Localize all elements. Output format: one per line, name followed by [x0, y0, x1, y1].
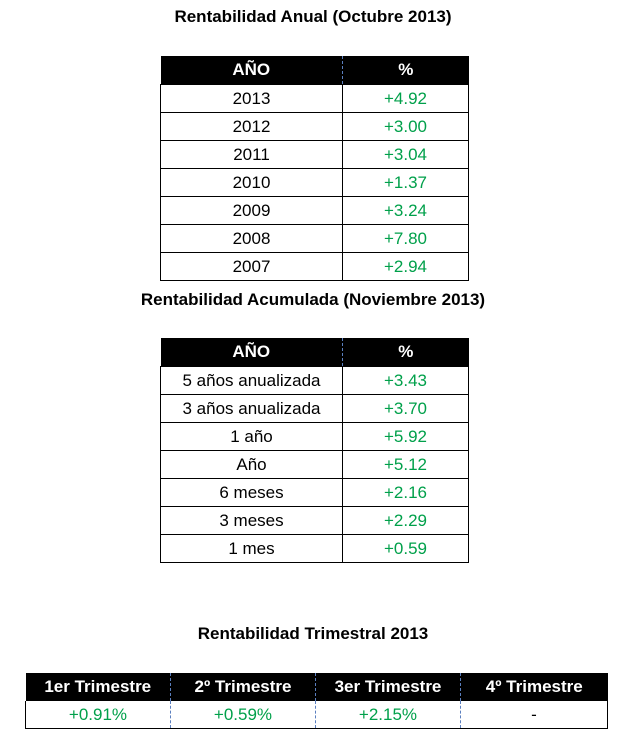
section-title: Rentabilidad Trimestral 2013	[197, 624, 429, 643]
cell: +3.43	[342, 366, 469, 395]
row: 3 meses +2.29	[160, 506, 469, 535]
cell: +5.12	[342, 450, 469, 479]
cell: 2011	[160, 140, 343, 169]
header-cell: 3er Trimestre	[315, 673, 461, 701]
cell: 2012	[160, 112, 343, 141]
cell: 2008	[160, 224, 343, 253]
row: +0.91% +0.59% +2.15% -	[25, 701, 608, 729]
cell: 2010	[160, 168, 343, 197]
cell: 6 meses	[160, 478, 343, 507]
row: 2013 +4.92	[160, 84, 469, 113]
cell: +3.04	[342, 140, 469, 169]
header-cell: 4º Trimestre	[460, 673, 608, 701]
header-cell: %	[342, 56, 469, 85]
cell: +0.59%	[170, 701, 316, 729]
header-cell: %	[342, 338, 469, 367]
cell: Año	[160, 450, 343, 479]
cell: 1 mes	[160, 534, 343, 563]
row: 2012 +3.00	[160, 112, 469, 141]
cell: +7.80	[342, 224, 469, 253]
quarterly-table: 1er Trimestre 2º Trimestre 3er Trimestre 4º…	[25, 673, 608, 729]
row: 5 años anualizada +3.43	[160, 366, 469, 395]
cell: +3.00	[342, 112, 469, 141]
header-cell: AÑO	[160, 338, 343, 367]
row: 2011 +3.04	[160, 140, 469, 169]
accumulated-table: AÑO% 5 años anualizada +3.43 3 años anualiz…	[160, 338, 469, 563]
cell: +3.24	[342, 196, 469, 225]
cell: 2007	[160, 252, 343, 281]
cell: +2.94	[342, 252, 469, 281]
cell: +2.15%	[315, 701, 461, 729]
row: Año +5.12	[160, 450, 469, 479]
cell: 3 meses	[160, 506, 343, 535]
cell: +2.16	[342, 478, 469, 507]
header-cell: 2º Trimestre	[170, 673, 316, 701]
header-row: 1er Trimestre 2º Trimestre 3er Trimestre 4º…	[25, 673, 608, 701]
header-cell: 1er Trimestre	[25, 673, 171, 701]
row: 3 años anualizada +3.70	[160, 394, 469, 423]
annual-table: AÑO% 2013 +4.92 2012 +3.00 2011 +3.04 2010 +1.37…	[160, 56, 469, 281]
header-row: AÑO%	[160, 338, 469, 367]
cell: 2013	[160, 84, 343, 113]
row: 2007 +2.94	[160, 252, 469, 281]
cell: +2.29	[342, 506, 469, 535]
row: 1 mes +0.59	[160, 534, 469, 563]
cell: +1.37	[342, 168, 469, 197]
section-title: Rentabilidad Anual (Octubre 2013)	[174, 7, 452, 26]
cell: 5 años anualizada	[160, 366, 343, 395]
header-row: AÑO%	[160, 56, 469, 85]
cell: +0.91%	[25, 701, 171, 729]
cell: -	[460, 701, 608, 729]
cell: +3.70	[342, 394, 469, 423]
row: 2008 +7.80	[160, 224, 469, 253]
row: 2009 +3.24	[160, 196, 469, 225]
section-title: Rentabilidad Acumulada (Noviembre 2013)	[140, 290, 486, 309]
cell: 3 años anualizada	[160, 394, 343, 423]
row: 1 año +5.92	[160, 422, 469, 451]
header-cell: AÑO	[160, 56, 343, 85]
row: 6 meses +2.16	[160, 478, 469, 507]
row: 2010 +1.37	[160, 168, 469, 197]
cell: +4.92	[342, 84, 469, 113]
cell: +5.92	[342, 422, 469, 451]
cell: 2009	[160, 196, 343, 225]
cell: 1 año	[160, 422, 343, 451]
cell: +0.59	[342, 534, 469, 563]
